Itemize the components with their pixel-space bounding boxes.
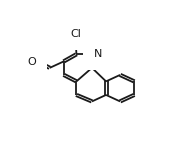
Text: O: O — [28, 57, 36, 67]
Text: Cl: Cl — [70, 29, 81, 39]
Text: N: N — [94, 49, 102, 59]
